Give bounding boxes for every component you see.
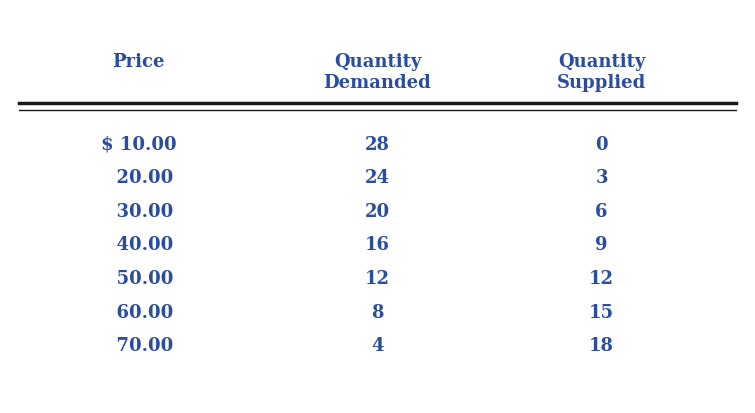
Text: Price: Price	[112, 53, 165, 71]
Text: 40.00: 40.00	[104, 237, 173, 254]
Text: Quantity
Supplied: Quantity Supplied	[557, 53, 646, 92]
Text: 12: 12	[365, 270, 390, 288]
Text: 4: 4	[371, 337, 384, 355]
Text: 20: 20	[365, 203, 390, 221]
Text: 0: 0	[595, 136, 608, 154]
Text: 20.00: 20.00	[104, 169, 173, 187]
Text: 60.00: 60.00	[104, 304, 173, 322]
Text: 9: 9	[595, 237, 608, 254]
Text: 16: 16	[365, 237, 390, 254]
Text: 18: 18	[589, 337, 614, 355]
Text: $ 10.00: $ 10.00	[100, 136, 177, 154]
Text: 70.00: 70.00	[104, 337, 173, 355]
Text: 15: 15	[589, 304, 614, 322]
Text: 30.00: 30.00	[104, 203, 173, 221]
Text: 12: 12	[589, 270, 614, 288]
Text: 3: 3	[595, 169, 608, 187]
Text: 28: 28	[365, 136, 390, 154]
Text: 6: 6	[595, 203, 608, 221]
Text: 50.00: 50.00	[104, 270, 173, 288]
Text: 8: 8	[371, 304, 384, 322]
Text: Quantity
Demanded: Quantity Demanded	[324, 53, 431, 92]
Text: 24: 24	[365, 169, 390, 187]
